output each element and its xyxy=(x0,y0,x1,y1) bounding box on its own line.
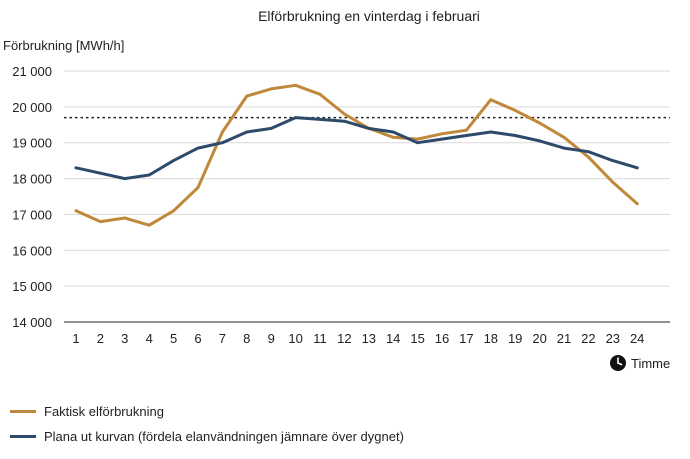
data-point xyxy=(391,130,395,134)
legend-swatch-actual xyxy=(10,410,36,413)
data-point xyxy=(465,134,468,137)
y-tick-label: 16 000 xyxy=(12,243,52,258)
y-tick-label: 21 000 xyxy=(12,64,52,79)
x-tick-label: 7 xyxy=(219,331,226,346)
data-point xyxy=(99,171,102,175)
x-tick-label: 14 xyxy=(386,331,400,346)
x-tick-label: 20 xyxy=(532,331,546,346)
data-point xyxy=(635,202,639,206)
data-point xyxy=(196,146,200,150)
data-point xyxy=(74,209,78,213)
data-point xyxy=(611,180,615,184)
chart-title: Elförbrukning en vinterdag i februari xyxy=(258,8,480,24)
x-tick-label: 4 xyxy=(146,331,153,346)
data-point xyxy=(416,141,419,145)
data-point xyxy=(318,118,322,121)
x-tick-label: 2 xyxy=(97,331,104,346)
legend-item-actual: Faktisk elförbrukning xyxy=(10,404,164,419)
x-tick-label: 6 xyxy=(194,331,201,346)
x-tick-label: 10 xyxy=(288,331,302,346)
legend-swatch-flattened xyxy=(10,435,36,438)
x-tick-label: 8 xyxy=(243,331,250,346)
x-tick-label: 9 xyxy=(268,331,275,346)
x-tick-label: 3 xyxy=(121,331,128,346)
x-tick-label: 15 xyxy=(410,331,424,346)
series-line-actual xyxy=(74,83,639,227)
data-point xyxy=(294,116,297,120)
x-tick-label: 23 xyxy=(606,331,620,346)
data-point xyxy=(343,112,346,116)
data-point xyxy=(74,166,78,170)
x-tick-label: 22 xyxy=(581,331,595,346)
data-point xyxy=(269,126,273,130)
data-point xyxy=(99,220,102,224)
x-tick-label: 19 xyxy=(508,331,522,346)
data-point xyxy=(635,166,639,170)
data-point xyxy=(367,126,371,130)
data-point xyxy=(147,173,151,177)
legend-label-actual: Faktisk elförbrukning xyxy=(44,404,164,419)
data-point xyxy=(562,135,566,139)
data-point xyxy=(172,209,176,213)
data-point xyxy=(587,150,590,154)
y-tick-label: 19 000 xyxy=(12,136,52,151)
data-point xyxy=(538,121,541,125)
x-tick-label: 21 xyxy=(557,331,571,346)
data-point xyxy=(391,135,395,139)
data-point xyxy=(196,186,200,189)
data-point xyxy=(172,159,176,163)
data-point xyxy=(294,83,297,87)
data-point xyxy=(416,137,419,141)
data-point xyxy=(513,109,517,112)
x-tick-label: 12 xyxy=(337,331,351,346)
data-point xyxy=(147,223,151,227)
x-axis-label: Timme xyxy=(631,356,670,371)
data-point xyxy=(269,87,273,91)
data-point xyxy=(562,146,566,150)
y-tick-label: 14 000 xyxy=(12,315,52,330)
y-axis-label: Förbrukning [MWh/h] xyxy=(3,38,124,53)
series-line-flattened xyxy=(74,116,639,181)
y-tick-label: 18 000 xyxy=(12,172,52,187)
data-point xyxy=(245,130,249,134)
data-point xyxy=(489,130,493,134)
x-tick-label: 13 xyxy=(362,331,376,346)
data-point xyxy=(440,137,444,141)
data-point xyxy=(123,177,127,180)
data-point xyxy=(343,119,346,123)
legend-label-flattened: Plana ut kurvan (fördela elanvändningen … xyxy=(44,429,404,444)
x-tick-label: 18 xyxy=(484,331,498,346)
data-point xyxy=(587,155,590,159)
x-tick-label: 1 xyxy=(72,331,79,346)
y-tick-labels: 14 000 15 000 16 000 17 000 18 000 19 000 20 0… xyxy=(12,64,52,330)
data-point xyxy=(318,92,322,96)
data-point xyxy=(538,139,541,143)
x-tick-label: 24 xyxy=(630,331,644,346)
data-point xyxy=(513,134,517,137)
y-tick-label: 17 000 xyxy=(12,207,52,222)
data-point xyxy=(221,130,224,134)
x-tick-label: 16 xyxy=(435,331,449,346)
legend-item-flattened: Plana ut kurvan (fördela elanvändningen … xyxy=(10,429,404,444)
clock-icon xyxy=(610,355,626,371)
y-tick-label: 15 000 xyxy=(12,279,52,294)
data-point xyxy=(123,216,127,220)
data-point xyxy=(245,94,249,98)
x-tick-label: 5 xyxy=(170,331,177,346)
series-group xyxy=(74,83,639,227)
data-point xyxy=(465,128,468,132)
x-tick-labels: 1 2 3 4 5 6 7 8 9 10 11 12 13 14 15 16 17 18 19 20 21 22 23 24 xyxy=(72,331,644,346)
gridlines xyxy=(64,70,670,287)
data-point xyxy=(440,132,444,136)
data-point xyxy=(489,98,493,102)
data-point xyxy=(221,141,224,145)
y-tick-label: 20 000 xyxy=(12,100,52,115)
x-tick-label: 11 xyxy=(313,331,327,346)
data-point xyxy=(611,159,615,163)
x-tick-label: 17 xyxy=(459,331,473,346)
